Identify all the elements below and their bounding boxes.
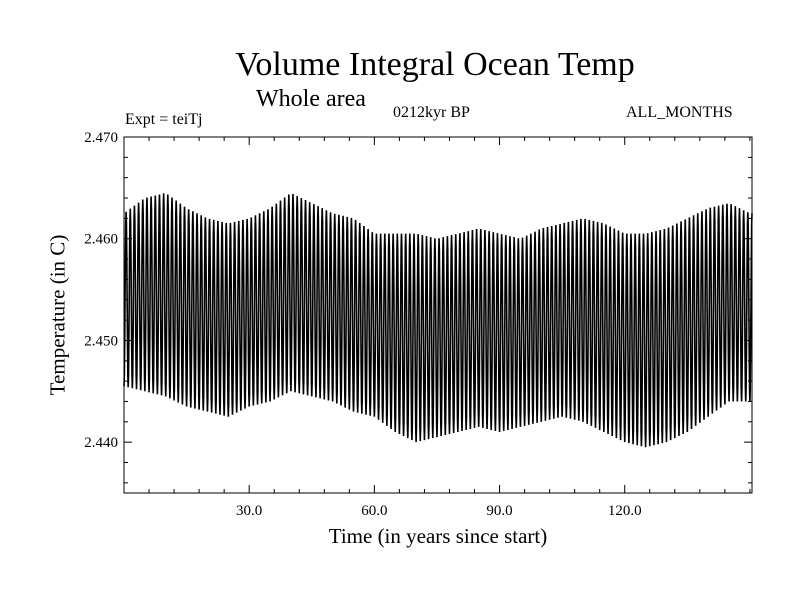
y-tick-label: 2.450 bbox=[84, 333, 118, 349]
axis-layer: 2.440 2.450 2.460 2.470 30.0 60.0 90.0 120.0 bbox=[84, 130, 753, 519]
y-tick-label: 2.460 bbox=[84, 232, 118, 248]
x-axis-label: Time (in years since start) bbox=[328, 524, 548, 548]
x-tick-label: 60.0 bbox=[361, 503, 387, 519]
period-label: 0212kyr BP bbox=[393, 104, 470, 121]
y-tick-label: 2.440 bbox=[84, 435, 118, 451]
chart-title: Volume Integral Ocean Temp bbox=[235, 46, 635, 83]
y-tick-label: 2.470 bbox=[84, 130, 118, 146]
y-axis-label: Temperature (in C) bbox=[45, 234, 70, 396]
series-line bbox=[123, 193, 753, 448]
data-layer bbox=[123, 193, 753, 448]
chart-subtitle: Whole area bbox=[256, 86, 366, 112]
x-tick-label: 30.0 bbox=[236, 503, 262, 519]
months-label: ALL_MONTHS bbox=[626, 104, 733, 121]
plot-frame bbox=[123, 136, 753, 494]
x-tick-label: 90.0 bbox=[486, 503, 512, 519]
experiment-label: Expt = teiTj bbox=[125, 111, 203, 128]
x-tick-label: 120.0 bbox=[608, 503, 642, 519]
